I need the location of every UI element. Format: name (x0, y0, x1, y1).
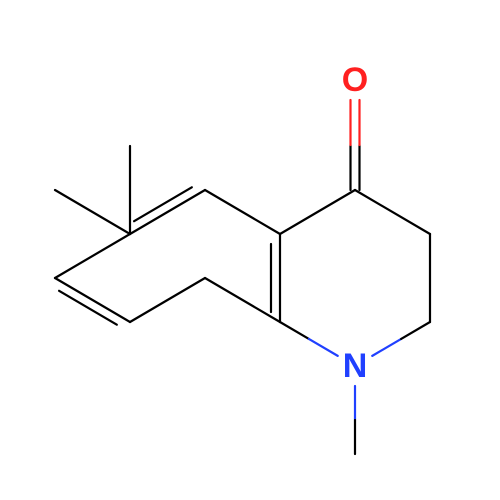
bond (309, 339, 338, 356)
bond (280, 190, 355, 234)
bond (134, 187, 192, 221)
bond (55, 234, 130, 278)
bond (55, 278, 130, 322)
bond (59, 291, 117, 325)
bond (355, 190, 430, 234)
bond (55, 190, 130, 234)
molecule-diagram: NO (0, 0, 500, 500)
bond (372, 339, 401, 356)
atom-label-n: N (343, 347, 368, 385)
bond (280, 322, 309, 339)
bond (205, 278, 280, 322)
atom-label-o: O (342, 61, 368, 99)
bond (205, 190, 280, 234)
bond (130, 278, 205, 322)
bond (130, 190, 205, 234)
bond (401, 322, 430, 339)
